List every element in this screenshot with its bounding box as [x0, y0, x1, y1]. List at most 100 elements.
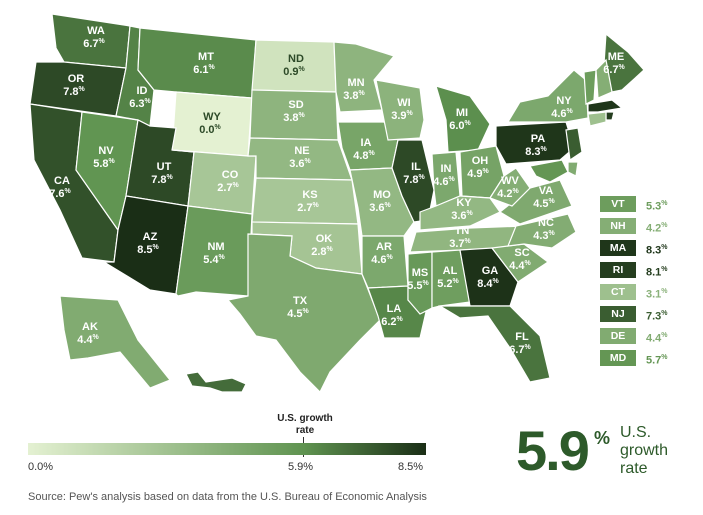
- headline-label: U.S. growth rate: [620, 424, 669, 477]
- state-fl: [437, 305, 551, 383]
- state-label-ut: UT: [157, 161, 172, 173]
- state-label-nd: ND: [288, 53, 304, 65]
- state-ct: [587, 111, 607, 127]
- state-label-ks: KS: [302, 189, 317, 201]
- legend-swatch-ri: RI: [600, 262, 636, 278]
- legend-swatch-md: MD: [600, 350, 636, 366]
- state-mt: [137, 27, 257, 99]
- scale-max-label: 8.5%: [398, 461, 424, 473]
- states-layer: [29, 13, 645, 394]
- legend-value-nh: 4.2%: [646, 222, 668, 235]
- state-label-la: LA: [387, 303, 402, 315]
- state-label-wy: WY: [203, 111, 221, 123]
- state-md: [529, 159, 569, 183]
- legend-value-ma: 8.3%: [646, 244, 668, 257]
- state-label-co: CO: [222, 169, 239, 181]
- state-wv: [489, 167, 531, 207]
- state-label-ky: KY: [456, 197, 472, 209]
- state-nc: [507, 213, 577, 249]
- state-wi: [375, 79, 425, 141]
- state-label-ms: MS: [412, 267, 429, 279]
- state-al: [431, 249, 471, 309]
- legend-swatch-nh: NH: [600, 218, 636, 234]
- state-label-nc: NC: [538, 217, 554, 229]
- state-label-mi: MI: [456, 107, 468, 119]
- state-label-wi: WI: [397, 97, 410, 109]
- legend-row-ri: RI 8.1%: [600, 262, 692, 279]
- state-ky: [419, 195, 501, 231]
- state-hi: [185, 371, 247, 393]
- legend-value-ri: 8.1%: [646, 266, 668, 279]
- scale-min-label: 0.0%: [28, 461, 54, 473]
- legend-row-vt: VT 5.3%: [600, 196, 692, 213]
- state-label-az: AZ: [143, 231, 158, 243]
- legend-swatch-vt: VT: [600, 196, 636, 212]
- legend-row-md: MD 5.7%: [600, 350, 692, 367]
- state-label-mn: MN: [347, 77, 364, 89]
- legend-swatch-ct: CT: [600, 284, 636, 300]
- legend-value-nj: 7.3%: [646, 310, 668, 323]
- state-ri: [605, 111, 615, 121]
- state-nh: [595, 58, 613, 99]
- legend-value-ct: 3.1%: [646, 288, 668, 301]
- state-ny: [506, 69, 589, 123]
- state-label-ar: AR: [376, 241, 392, 253]
- color-scale-bar: [28, 443, 426, 455]
- state-mn: [333, 41, 396, 113]
- state-label-tx: TX: [293, 295, 308, 307]
- legend-value-md: 5.7%: [646, 354, 668, 367]
- state-ks: [251, 177, 359, 225]
- scale-title: U.S. growth rate: [277, 413, 333, 436]
- legend-swatch-nj: NJ: [600, 306, 636, 322]
- state-label-mt: MT: [198, 51, 214, 63]
- state-label-tn: TN: [455, 225, 470, 237]
- state-label-ca: CA: [54, 175, 70, 187]
- state-label-va: VA: [539, 185, 554, 197]
- state-nj: [565, 127, 583, 162]
- state-ms: [407, 251, 433, 315]
- legend-row-nj: NJ 7.3%: [600, 306, 692, 323]
- state-label-wv: WV: [501, 175, 519, 187]
- state-label-me: ME: [608, 51, 625, 63]
- state-label-sd: SD: [288, 99, 303, 111]
- legend-value-de: 4.4%: [646, 332, 668, 345]
- state-label-pa: PA: [531, 133, 546, 145]
- state-label-ny: NY: [556, 95, 572, 107]
- state-de: [567, 161, 579, 177]
- state-ma: [587, 99, 624, 113]
- state-tx: [226, 233, 381, 394]
- state-label-hi: HI: [209, 357, 220, 369]
- state-label-or: OR: [68, 73, 85, 85]
- legend-swatch-ma: MA: [600, 240, 636, 256]
- state-label-id: ID: [137, 85, 148, 97]
- state-label-mo: MO: [373, 189, 391, 201]
- headline-value: 5.9: [516, 419, 590, 482]
- headline-unit: %: [594, 428, 611, 448]
- legend-swatch-de: DE: [600, 328, 636, 344]
- state-label-ak: AK: [82, 321, 98, 333]
- state-ga: [459, 247, 519, 307]
- state-nm: [175, 205, 253, 297]
- legend-row-nh: NH 4.2%: [600, 218, 692, 235]
- state-label-nm: NM: [207, 241, 224, 253]
- state-vt: [583, 69, 597, 105]
- state-label-fl: FL: [515, 331, 529, 343]
- state-label-ok: OK: [316, 233, 333, 245]
- state-label-nv: NV: [98, 145, 114, 157]
- legend-row-de: DE 4.4%: [600, 328, 692, 345]
- state-mi: [435, 85, 491, 153]
- state-label-in: IN: [441, 163, 452, 175]
- state-label-ia: IA: [361, 137, 372, 149]
- source-note: Source: Pew's analysis based on data fro…: [28, 491, 427, 503]
- state-label-sc: SC: [514, 247, 529, 259]
- state-label-ga: GA: [482, 265, 499, 277]
- state-label-oh: OH: [472, 155, 489, 167]
- state-label-al: AL: [443, 265, 458, 277]
- legend-row-ma: MA 8.3%: [600, 240, 692, 257]
- state-label-il: IL: [411, 161, 421, 173]
- state-ak: [59, 295, 171, 389]
- state-label-wa: WA: [87, 25, 105, 37]
- scale-mid-label: 5.9%: [288, 461, 314, 473]
- legend-row-ct: CT 3.1%: [600, 284, 692, 301]
